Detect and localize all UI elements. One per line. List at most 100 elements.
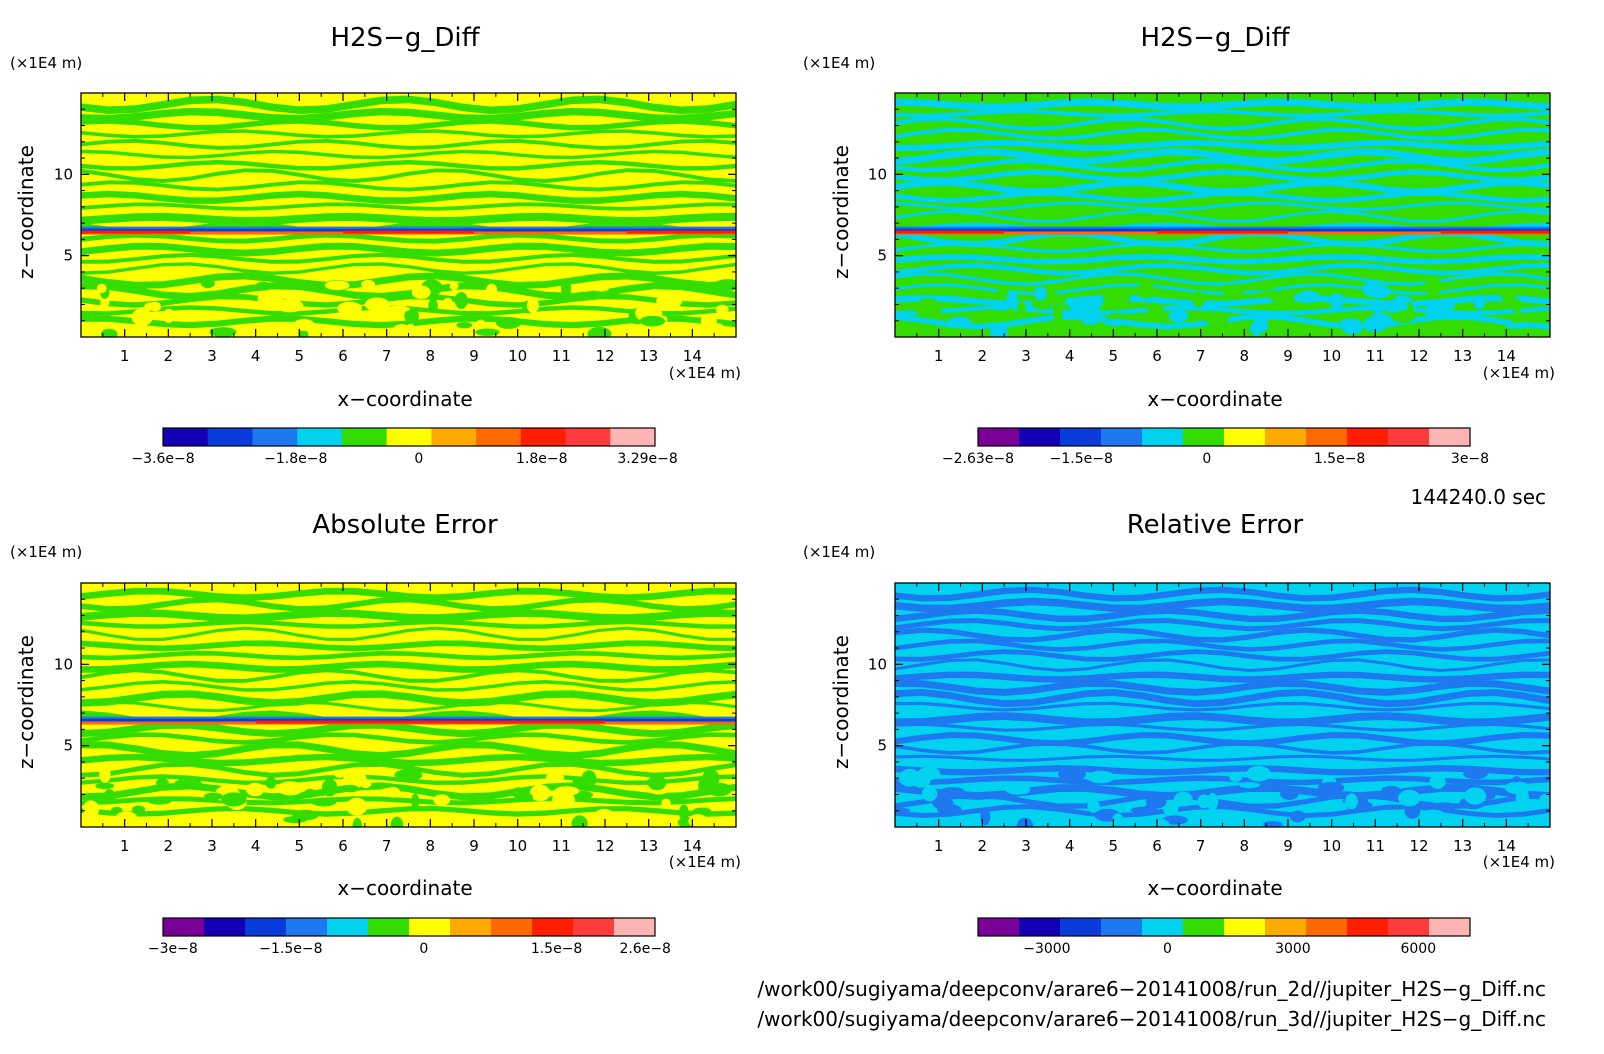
colorbar-swatch <box>1183 428 1225 446</box>
contour-cell <box>390 816 404 827</box>
x-tick-label: 2 <box>978 347 988 365</box>
colorbar-tick-label: −1.8e−8 <box>264 451 327 467</box>
contour-band <box>895 127 1550 141</box>
x-tick-label: 10 <box>1322 347 1341 365</box>
x-tick-label: 5 <box>1109 837 1119 855</box>
contour-band <box>895 618 1550 632</box>
x-tick-label: 8 <box>1240 837 1250 855</box>
colorbar-swatch <box>297 428 343 446</box>
contour-band <box>81 252 736 264</box>
x-tick-label: 14 <box>1497 837 1516 855</box>
contour-band <box>895 754 1550 762</box>
contour-band <box>895 139 1550 152</box>
contour-cell <box>1058 765 1086 782</box>
anomaly-layer-core <box>895 228 1550 232</box>
x-tick-label: 12 <box>1409 837 1428 855</box>
colorbar-swatch <box>1306 918 1348 936</box>
colorbar-tick-label: 3e−8 <box>1451 451 1489 467</box>
y-tick-label: 5 <box>877 247 887 265</box>
contour-cell <box>1162 801 1179 816</box>
contour-band <box>895 671 1550 683</box>
contour-band <box>81 232 736 244</box>
x-tick-label: 9 <box>469 347 479 365</box>
contour-cell <box>1515 789 1530 806</box>
contour-cell <box>1207 792 1219 811</box>
contour-cell <box>1204 311 1229 326</box>
contour-cell <box>1246 765 1271 782</box>
contour-cell <box>162 308 175 323</box>
colorbar-swatch <box>1347 918 1389 936</box>
contour-cell <box>411 285 431 299</box>
contour-cell <box>293 319 315 331</box>
colorbar-tick-label: 0 <box>419 941 428 957</box>
contour-cell <box>1394 303 1405 311</box>
colorbar-tick-label: 3000 <box>1275 941 1311 957</box>
contour-cell <box>1289 810 1306 823</box>
panel-h2s-g-diff-3d: H2S−g_Diff (×1E4 m) 1 2 3 4 5 6 7 8 9 10 11 12 13 145… <box>803 23 1555 467</box>
contour-cell <box>1404 804 1421 819</box>
colorbar-swatch <box>1265 428 1307 446</box>
contour-cell <box>571 815 588 827</box>
contour-band <box>895 242 1550 254</box>
contour-cell <box>1280 297 1296 311</box>
colorbar-swatch <box>286 918 328 936</box>
contour-cell <box>334 769 345 778</box>
colorbar-swatch <box>610 428 656 446</box>
contour-cell <box>456 322 473 329</box>
colorbar-swatch <box>386 428 432 446</box>
colorbar-tick-label: 6000 <box>1400 941 1436 957</box>
contour-field <box>895 583 1550 827</box>
x-tick-label: 9 <box>469 837 479 855</box>
contour-band <box>81 202 736 211</box>
contour-cell <box>1254 280 1275 292</box>
contour-cell <box>572 310 591 317</box>
colorbar-swatch <box>614 918 656 936</box>
contour-field <box>81 93 736 337</box>
contour-cell <box>529 784 551 802</box>
contour-cell <box>132 805 146 814</box>
y-unit-label: (×1E4 m) <box>10 54 82 72</box>
contour-band <box>81 668 736 683</box>
contour-cell <box>1341 318 1364 335</box>
colorbar-swatch <box>245 918 287 936</box>
contour-band <box>895 689 1550 708</box>
contour-cell <box>277 781 304 796</box>
contour-cell <box>496 316 522 329</box>
contour-cell <box>1463 768 1488 780</box>
contour-cell <box>1512 298 1522 313</box>
colorbar-swatch <box>163 918 205 936</box>
contour-cell <box>1512 776 1521 783</box>
contour-cell <box>1137 282 1155 299</box>
anomaly-layer-low <box>81 716 736 719</box>
contour-cell <box>1048 818 1066 827</box>
contour-cell <box>95 782 115 790</box>
contour-band <box>81 619 736 629</box>
x-tick-label: 8 <box>426 837 436 855</box>
contour-cell <box>1147 302 1164 317</box>
contour-band <box>895 775 1550 786</box>
contour-band <box>81 640 736 652</box>
contour-band <box>81 168 736 183</box>
colorbar: −3.6e−8 −1.8e−8 0 1.8e−8 3.29e−8 <box>131 427 678 467</box>
panel-h2s-g-diff-2d: H2S−g_Diff (×1E4 m) 1 2 3 4 5 6 7 8 9 10 11 12 13 145… <box>10 23 741 467</box>
contour-cell <box>1429 774 1446 789</box>
contour-cell <box>380 787 397 797</box>
x-axis-label: x−coordinate <box>337 387 472 411</box>
contour-cell <box>552 792 575 807</box>
anomaly-peak <box>343 230 474 234</box>
contour-cell <box>404 308 420 323</box>
x-tick-label: 6 <box>338 347 348 365</box>
contour-cell <box>1005 785 1031 795</box>
colorbar-swatch <box>1265 918 1307 936</box>
anomaly-layer-low <box>81 226 736 229</box>
contour-cell <box>364 297 390 312</box>
colorbar: −2.63e−8 −1.5e−8 0 1.5e−8 3e−8 <box>942 427 1489 467</box>
contour-cell <box>100 328 118 337</box>
contour-cell <box>581 770 597 788</box>
colorbar-swatch <box>341 428 388 446</box>
contour-band <box>81 118 736 131</box>
contour-cell <box>1420 809 1446 821</box>
contour-cell <box>1192 291 1205 308</box>
y-tick-label: 5 <box>63 737 73 755</box>
